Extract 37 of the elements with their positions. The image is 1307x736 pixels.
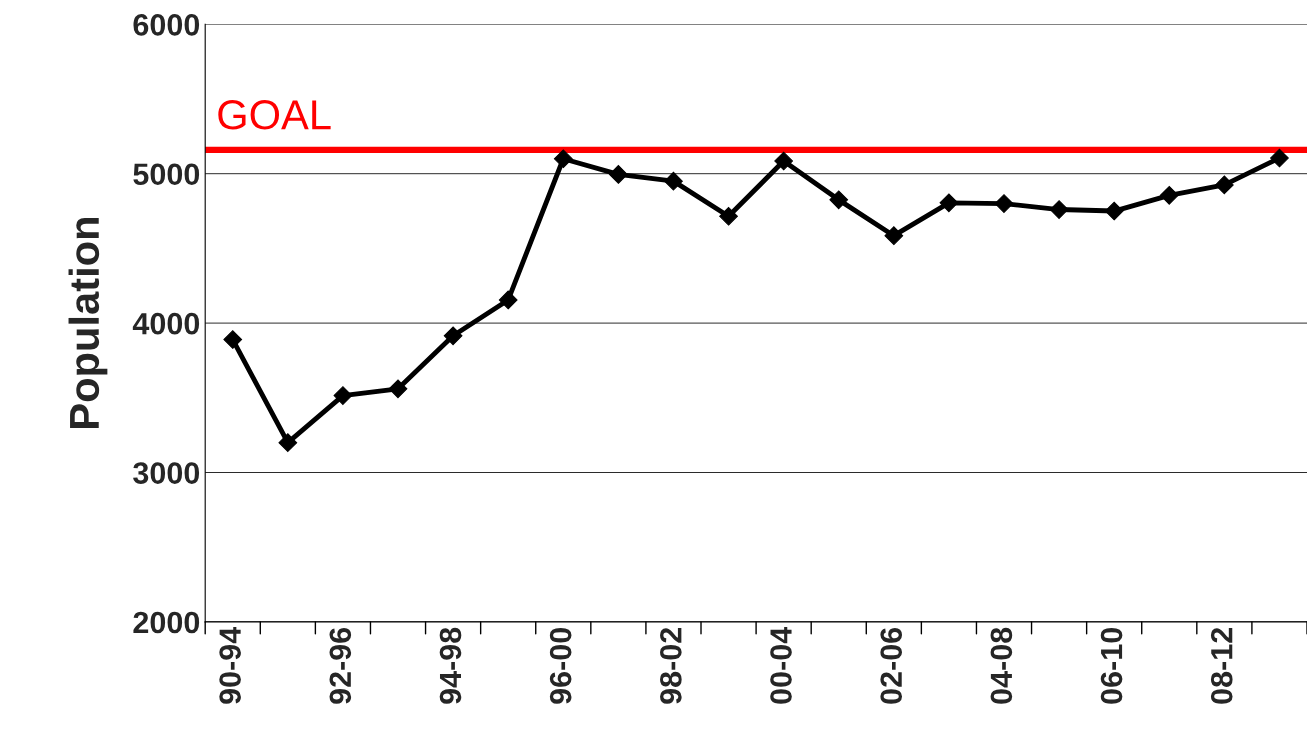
- point: [1049, 200, 1069, 219]
- point: [719, 206, 738, 226]
- point: [388, 379, 408, 399]
- point: [553, 149, 573, 169]
- point: [609, 165, 628, 184]
- y-axis-title: Population: [68, 218, 108, 428]
- point: [1104, 201, 1124, 221]
- point: [994, 194, 1014, 213]
- point: [1215, 175, 1234, 195]
- x-tick-label: 04-08: [990, 627, 1013, 704]
- point: [1159, 186, 1179, 205]
- point: [774, 151, 793, 171]
- point: [223, 330, 243, 349]
- ref-line-label: GOAL: [218, 100, 331, 130]
- y-tick-label: 5000: [133, 163, 200, 186]
- y-tick-label: 4000: [132, 312, 200, 335]
- y-tick-label: 2000: [133, 611, 200, 634]
- x-tick-label: 94-98: [439, 627, 462, 704]
- x-tick-label: 92-96: [329, 627, 352, 704]
- x-tick-label: 98-02: [660, 628, 682, 704]
- point: [278, 433, 298, 452]
- point: [443, 326, 463, 346]
- point: [333, 386, 353, 405]
- y-tick-label: 6000: [133, 14, 200, 36]
- y-tick-label: 3000: [133, 462, 200, 484]
- point: [884, 226, 904, 246]
- point: [498, 290, 518, 310]
- x-tick-label: 06-10: [1100, 628, 1123, 704]
- point: [1270, 148, 1289, 168]
- x-tick-label: 90-94: [219, 626, 241, 704]
- x-tick-label: 02-06: [880, 627, 903, 704]
- point: [664, 171, 683, 191]
- point: [939, 193, 959, 213]
- x-tick-label: 00-04: [770, 626, 792, 704]
- x-tick-label: 96-00: [549, 628, 572, 704]
- x-tick-label: 08-12: [1210, 628, 1233, 704]
- point: [829, 190, 849, 210]
